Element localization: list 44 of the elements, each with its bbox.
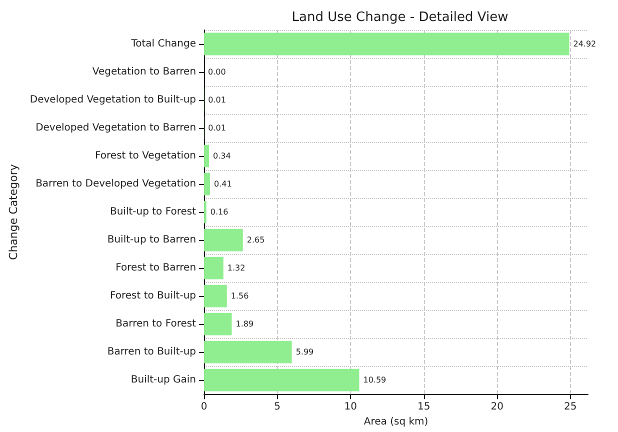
y-tick-label: Built-up to Forest — [110, 206, 196, 218]
y-tick-label: Developed Vegetation to Built-up — [30, 94, 196, 106]
data-label: 0.01 — [208, 96, 226, 105]
y-axis-title: Change Category — [7, 164, 20, 260]
y-tick-label: Total Change — [130, 38, 196, 50]
y-tick-label: Forest to Vegetation — [95, 150, 196, 162]
x-tick-label: 15 — [417, 402, 430, 413]
y-tick-label: Barren to Forest — [116, 318, 196, 330]
data-label: 0.41 — [214, 180, 232, 189]
x-tick-label: 10 — [344, 402, 357, 413]
y-tick-label: Built-up to Barren — [107, 234, 196, 246]
data-label: 2.65 — [246, 236, 265, 245]
y-tick-label: Vegetation to Barren — [92, 66, 196, 78]
data-label: 0.00 — [208, 68, 226, 77]
data-label: 5.99 — [296, 348, 314, 357]
bar — [204, 312, 232, 336]
data-label: 10.59 — [363, 376, 386, 385]
x-tick-label: 5 — [274, 402, 280, 413]
y-tick-label: Barren to Built-up — [107, 346, 196, 358]
data-label: 1.89 — [236, 320, 254, 329]
data-label: 24.92 — [573, 40, 596, 49]
bar — [204, 256, 224, 280]
x-axis-title: Area (sq km) — [364, 416, 428, 428]
y-tick-label: Developed Vegetation to Barren — [36, 122, 196, 134]
x-tick-label: 0 — [200, 402, 208, 413]
chart-title: Land Use Change - Detailed View — [292, 10, 509, 25]
y-tick-label: Forest to Barren — [116, 262, 196, 274]
data-label: 0.01 — [208, 124, 226, 133]
bar — [204, 172, 210, 196]
data-label: 1.32 — [227, 264, 246, 273]
data-label: 1.56 — [230, 292, 249, 301]
y-tick-label: Built-up Gain — [130, 374, 196, 386]
bar — [204, 144, 210, 168]
y-tick-label: Barren to Developed Vegetation — [36, 178, 196, 190]
x-tick-label: 25 — [564, 402, 577, 413]
bar — [204, 284, 227, 308]
bar — [204, 32, 570, 56]
x-tick-label: 20 — [490, 402, 504, 413]
data-label: 0.16 — [210, 208, 228, 217]
y-tick-label: Forest to Built-up — [110, 290, 196, 302]
bar — [204, 340, 292, 364]
data-label: 0.34 — [213, 152, 231, 161]
bar — [204, 228, 243, 252]
bar — [204, 368, 360, 392]
